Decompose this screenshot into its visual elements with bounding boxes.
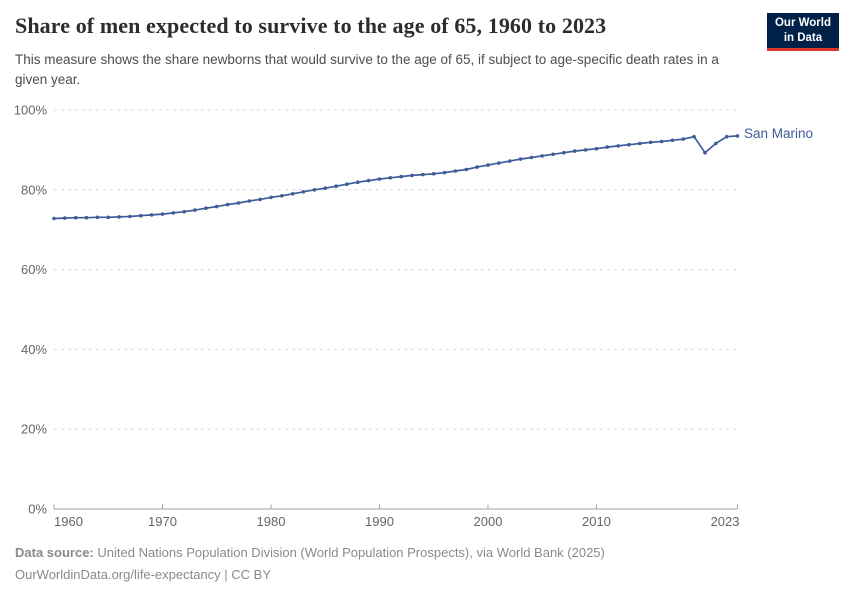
- data-point-1997: [453, 169, 458, 173]
- data-point-1964: [95, 215, 100, 220]
- data-point-1983: [301, 190, 306, 194]
- data-point-1991: [388, 176, 393, 180]
- data-point-1961: [63, 216, 67, 220]
- data-point-1993: [410, 173, 414, 178]
- data-point-2004: [529, 155, 534, 160]
- data-point-2020: [703, 150, 707, 155]
- data-point-2007: [562, 150, 566, 155]
- data-point-1965: [106, 215, 110, 220]
- chart-footer: Data source: United Nations Population D…: [15, 545, 605, 591]
- logo-line-2: in Data: [783, 31, 823, 44]
- data-point-2015: [648, 140, 653, 145]
- data-point-1998: [464, 167, 469, 172]
- data-point-1996: [442, 170, 447, 175]
- logo-line-1: Our World: [774, 17, 831, 29]
- data-point-2013: [627, 142, 631, 147]
- x-tick-label-2010: 2010: [582, 514, 611, 529]
- data-point-1987: [345, 182, 349, 186]
- data-source-text: United Nations Population Division (Worl…: [97, 545, 605, 560]
- data-point-1999: [475, 165, 479, 169]
- data-point-1976: [225, 202, 230, 207]
- data-point-1977: [236, 201, 241, 205]
- page-title: Share of men expected to survive to the …: [15, 13, 607, 38]
- data-point-1966: [117, 215, 121, 219]
- data-point-1969: [149, 213, 154, 217]
- x-tick-label-1980: 1980: [257, 514, 286, 529]
- data-point-1968: [139, 213, 143, 218]
- data-point-2019: [692, 134, 696, 139]
- series-label-san-marino: San Marino: [744, 126, 814, 141]
- data-point-1975: [214, 204, 219, 209]
- data-point-1995: [431, 172, 436, 176]
- data-point-1981: [280, 194, 284, 198]
- data-point-1988: [356, 180, 360, 184]
- data-point-2011: [605, 145, 610, 149]
- data-point-2018: [681, 137, 686, 141]
- data-point-1974: [204, 206, 208, 210]
- data-point-2023: [735, 134, 740, 138]
- footer-link-line: OurWorldinData.org/life-expectancy | CC …: [15, 567, 272, 583]
- data-point-2016: [659, 139, 664, 144]
- data-point-1960: [52, 216, 56, 221]
- data-point-2014: [638, 141, 642, 146]
- data-point-2005: [540, 154, 544, 158]
- data-point-2008: [573, 149, 577, 153]
- y-tick-label-80: 80%: [21, 182, 47, 197]
- data-point-2006: [551, 152, 555, 157]
- data-point-1973: [193, 208, 197, 212]
- data-point-1963: [84, 215, 89, 220]
- x-tick-label-1990: 1990: [365, 514, 394, 529]
- data-point-1980: [269, 195, 273, 200]
- data-point-2003: [518, 157, 523, 161]
- data-point-1979: [258, 197, 262, 202]
- data-point-2022: [724, 134, 729, 139]
- data-point-2002: [507, 159, 512, 163]
- y-tick-label-40: 40%: [21, 342, 47, 357]
- x-tick-label-1960: 1960: [54, 514, 83, 529]
- data-point-2009: [583, 148, 588, 152]
- data-point-1992: [399, 174, 404, 179]
- y-tick-label-0: 0%: [28, 502, 47, 517]
- data-point-1978: [247, 199, 252, 203]
- data-point-1962: [73, 215, 78, 220]
- x-tick-label-2000: 2000: [474, 514, 503, 529]
- data-point-1967: [128, 214, 132, 219]
- y-tick-label-60: 60%: [21, 262, 47, 277]
- data-point-2012: [616, 144, 620, 148]
- data-point-2010: [594, 146, 599, 151]
- series-line-san-marino: [53, 135, 739, 220]
- data-point-2017: [670, 138, 675, 143]
- data-point-1994: [421, 172, 425, 177]
- data-point-2000: [486, 163, 490, 167]
- data-point-1971: [171, 211, 176, 215]
- data-point-1986: [334, 184, 338, 188]
- data-source-label: Data source:: [15, 545, 94, 560]
- data-point-1985: [323, 186, 328, 190]
- owid-logo: Our World in Data: [766, 13, 839, 51]
- data-point-1982: [290, 192, 295, 196]
- data-point-1972: [182, 209, 186, 214]
- data-source-line: Data source: United Nations Population D…: [15, 545, 605, 560]
- data-point-1989: [366, 178, 371, 183]
- y-tick-label-20: 20%: [21, 422, 47, 437]
- data-point-1984: [312, 188, 317, 192]
- x-tick-label-1970: 1970: [148, 514, 177, 529]
- chart-subtitle: This measure shows the share newborns th…: [15, 52, 719, 88]
- data-point-2001: [497, 161, 501, 165]
- data-point-2021: [714, 141, 718, 146]
- data-point-1970: [160, 212, 165, 216]
- x-tick-label-2023: 2023: [711, 514, 740, 529]
- data-point-1990: [377, 177, 382, 181]
- y-tick-label-100: 100%: [14, 103, 48, 118]
